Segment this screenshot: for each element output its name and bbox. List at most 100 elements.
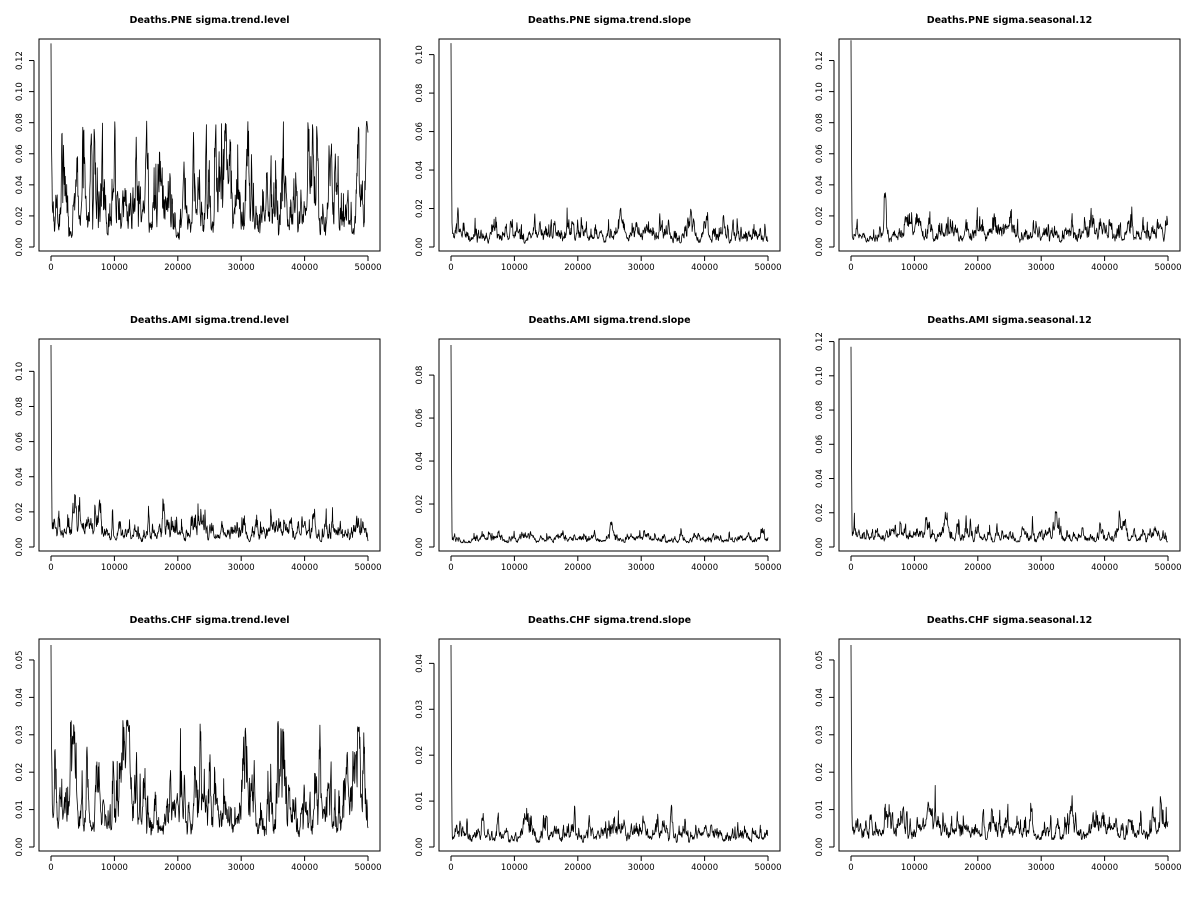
y-tick-label: 0.10: [15, 362, 25, 381]
y-axis: 0.00 0.02 0.04 0.06 0.08 0.10 0.12: [815, 332, 835, 557]
x-tick-label: 40000: [291, 563, 318, 573]
chart-title: Deaths.AMI sigma.trend.slope: [528, 315, 690, 326]
y-tick-label: 0.00: [15, 538, 25, 557]
y-tick-label: 0.06: [15, 432, 25, 451]
x-tick-label: 50000: [754, 863, 781, 873]
x-tick-label: 30000: [228, 263, 255, 273]
chart-panel: Deaths.PNE sigma.trend.slope 0 10000 20000 3…: [415, 15, 782, 273]
x-tick-label: 20000: [164, 263, 191, 273]
x-tick-label: 30000: [228, 563, 255, 573]
chart-title: Deaths.CHF sigma.trend.slope: [528, 615, 691, 626]
x-tick-label: 40000: [1091, 263, 1118, 273]
x-tick-label: 10000: [101, 863, 128, 873]
x-tick-label: 20000: [964, 263, 991, 273]
y-axis: 0.00 0.02 0.04 0.06 0.08 0.10 0.12: [15, 51, 35, 256]
x-tick-label: 10000: [901, 563, 928, 573]
y-tick-label: 0.00: [815, 838, 825, 857]
y-tick-label: 0.06: [15, 144, 25, 163]
chart-panel: Deaths.CHF sigma.trend.level 0 10000 20000 3…: [15, 615, 382, 873]
y-tick-label: 0.02: [15, 763, 25, 782]
y-axis: 0.00 0.01 0.02 0.03 0.04: [415, 654, 435, 857]
chart-title: Deaths.PNE sigma.seasonal.12: [927, 15, 1093, 26]
x-tick-label: 0: [448, 863, 453, 873]
x-tick-label: 10000: [501, 263, 528, 273]
y-tick-label: 0.00: [815, 538, 825, 557]
x-tick-label: 30000: [1028, 863, 1055, 873]
plot-frame: [838, 338, 1181, 552]
x-tick-label: 20000: [564, 563, 591, 573]
trace-line: [50, 644, 369, 838]
x-tick-label: 0: [48, 263, 53, 273]
x-tick-label: 40000: [291, 263, 318, 273]
y-tick-label: 0.06: [815, 435, 825, 454]
chart-panel: Deaths.CHF sigma.seasonal.12 0 10000 20000 3…: [815, 615, 1182, 873]
x-tick-label: 40000: [691, 863, 718, 873]
y-tick-label: 0.12: [15, 51, 25, 70]
x-tick-label: 20000: [564, 263, 591, 273]
x-tick-label: 0: [448, 563, 453, 573]
plot-frame: [838, 638, 1181, 852]
x-tick-label: 20000: [564, 863, 591, 873]
plot-frame: [38, 638, 381, 852]
chart-panel: Deaths.AMI sigma.trend.slope 0 10000 20000 3…: [415, 315, 782, 573]
y-tick-label: 0.04: [15, 688, 25, 707]
x-tick-label: 30000: [628, 263, 655, 273]
x-tick-label: 40000: [291, 863, 318, 873]
x-tick-label: 50000: [354, 563, 381, 573]
x-tick-label: 0: [848, 863, 853, 873]
y-tick-label: 0.01: [15, 800, 25, 819]
y-tick-label: 0.01: [415, 792, 425, 811]
x-axis: 0 10000 20000 30000 40000 50000: [848, 855, 1182, 873]
x-axis: 0 10000 20000 30000 40000 50000: [448, 855, 782, 873]
x-axis: 0 10000 20000 30000 40000 50000: [848, 255, 1182, 273]
x-tick-label: 10000: [901, 863, 928, 873]
x-tick-label: 10000: [901, 263, 928, 273]
plot-frame: [38, 38, 381, 252]
y-tick-label: 0.02: [415, 199, 425, 218]
x-tick-label: 0: [848, 563, 853, 573]
x-tick-label: 20000: [164, 563, 191, 573]
x-tick-label: 40000: [691, 263, 718, 273]
y-tick-label: 0.10: [815, 366, 825, 385]
y-tick-label: 0.12: [815, 51, 825, 70]
x-tick-label: 30000: [228, 863, 255, 873]
y-tick-label: 0.00: [415, 838, 425, 857]
x-tick-label: 0: [48, 863, 53, 873]
y-axis: 0.00 0.02 0.04 0.06 0.08 0.10 0.12: [815, 51, 835, 256]
y-tick-label: 0.04: [415, 161, 425, 180]
y-tick-label: 0.04: [815, 688, 825, 707]
x-axis: 0 10000 20000 30000 40000 50000: [448, 255, 782, 273]
y-tick-label: 0.00: [15, 838, 25, 857]
y-tick-label: 0.05: [815, 650, 825, 669]
y-tick-label: 0.04: [15, 175, 25, 194]
chart-title: Deaths.PNE sigma.trend.level: [129, 15, 289, 26]
chart-panel: Deaths.CHF sigma.trend.slope 0 10000 20000 3…: [415, 615, 782, 873]
x-axis: 0 10000 20000 30000 40000 50000: [48, 255, 382, 273]
y-tick-label: 0.02: [415, 746, 425, 765]
y-tick-label: 0.10: [415, 45, 425, 64]
x-axis: 0 10000 20000 30000 40000 50000: [48, 855, 382, 873]
y-tick-label: 0.04: [415, 452, 425, 471]
y-tick-label: 0.04: [15, 467, 25, 486]
y-tick-label: 0.00: [415, 538, 425, 557]
y-tick-label: 0.02: [815, 206, 825, 225]
chart-title: Deaths.CHF sigma.seasonal.12: [927, 615, 1093, 626]
y-tick-label: 0.08: [415, 366, 425, 385]
x-tick-label: 0: [848, 263, 853, 273]
x-tick-label: 40000: [1091, 863, 1118, 873]
chart-title: Deaths.CHF sigma.trend.level: [129, 615, 289, 626]
plot-frame: [38, 338, 381, 552]
y-tick-label: 0.08: [15, 397, 25, 416]
x-tick-label: 30000: [628, 863, 655, 873]
x-tick-label: 50000: [354, 263, 381, 273]
y-tick-label: 0.02: [15, 502, 25, 521]
trace-line: [50, 43, 369, 240]
x-tick-label: 40000: [691, 563, 718, 573]
y-tick-label: 0.08: [415, 84, 425, 103]
x-tick-label: 20000: [164, 863, 191, 873]
x-tick-label: 20000: [964, 863, 991, 873]
y-tick-label: 0.06: [415, 122, 425, 141]
y-tick-label: 0.08: [15, 113, 25, 132]
x-tick-label: 20000: [964, 563, 991, 573]
